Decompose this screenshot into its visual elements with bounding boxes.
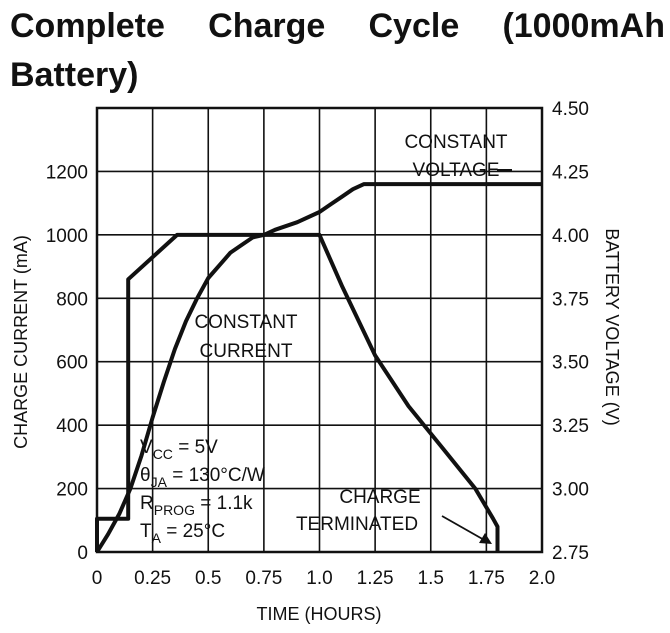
y-right-tick-label: 4.25	[552, 162, 589, 183]
x-tick-label: 1.25	[357, 568, 394, 589]
y-left-tick-label: 400	[56, 416, 88, 437]
battery-voltage-line	[95, 182, 542, 554]
constant-voltage-label-1: CONSTANT	[404, 132, 507, 153]
x-tick-label: 0.75	[245, 568, 282, 589]
constant-current-label-2: CURRENT	[200, 341, 293, 362]
x-tick-label: 1.75	[468, 568, 505, 589]
x-tick-label: 0.25	[134, 568, 171, 589]
y-left-tick-label: 800	[56, 289, 88, 310]
x-tick-label: 0.5	[195, 568, 221, 589]
constant-voltage-label-2: VOLTAGE	[413, 160, 500, 181]
y-left-tick-label: 1000	[46, 226, 88, 247]
y-right-tick-label: 3.25	[552, 416, 589, 437]
y-left-tick-label: 1200	[46, 162, 88, 183]
test-conditions: VCC = 5V θJA = 130°C/W RPROG = 1.1k TA =…	[140, 437, 265, 546]
ticks: 0 0.25 0.5 0.75 1.0 1.25 1.5 1.75 2.0 0 200 400 600 8…	[46, 99, 589, 589]
charge-terminated-label-2: TERMINATED	[296, 514, 418, 535]
condition-ta: TA = 25°C	[140, 521, 225, 546]
x-axis-label: TIME (HOURS)	[257, 604, 382, 624]
y-axis-label-left: CHARGE CURRENT (mA)	[11, 235, 31, 449]
y-right-tick-label: 4.00	[552, 226, 589, 247]
charge-terminated-arrow	[441, 515, 492, 544]
y-right-tick-label: 3.00	[552, 480, 589, 501]
title-word: Complete	[10, 7, 165, 45]
condition-vcc: VCC = 5V	[140, 437, 218, 462]
title-word: Cycle	[368, 7, 460, 45]
chart-title-line2: Battery)	[10, 56, 139, 94]
grid	[97, 108, 542, 552]
x-tick-label: 0	[92, 568, 103, 589]
y-left-tick-label: 200	[56, 480, 88, 501]
x-tick-label: 1.5	[418, 568, 444, 589]
y-right-tick-label: 2.75	[552, 543, 589, 564]
chart-title: Complete Charge Cycle (1000mAh Battery)	[10, 2, 665, 100]
constant-current-label-1: CONSTANT	[194, 312, 297, 333]
y-left-tick-label: 0	[77, 543, 88, 564]
condition-rprog: RPROG = 1.1k	[140, 493, 253, 518]
y-right-tick-label: 3.75	[552, 289, 589, 310]
plot-frame	[95, 106, 544, 554]
charge-terminated-label-1: CHARGE	[339, 487, 420, 508]
y-right-tick-label: 3.50	[552, 353, 589, 374]
y-left-tick-label: 600	[56, 353, 88, 374]
y-axis-label-right: BATTERY VOLTAGE (V)	[602, 228, 622, 425]
series	[95, 182, 542, 554]
title-word: Charge	[208, 7, 326, 45]
y-right-tick-label: 4.50	[552, 99, 589, 120]
condition-theta-ja: θJA = 130°C/W	[140, 465, 265, 490]
x-tick-label: 2.0	[529, 568, 555, 589]
chart-title-line1: Complete Charge Cycle (1000mAh	[10, 2, 665, 51]
charge-current-line	[95, 232, 500, 552]
title-word: (1000mAh	[502, 7, 665, 45]
x-tick-label: 1.0	[306, 568, 332, 589]
